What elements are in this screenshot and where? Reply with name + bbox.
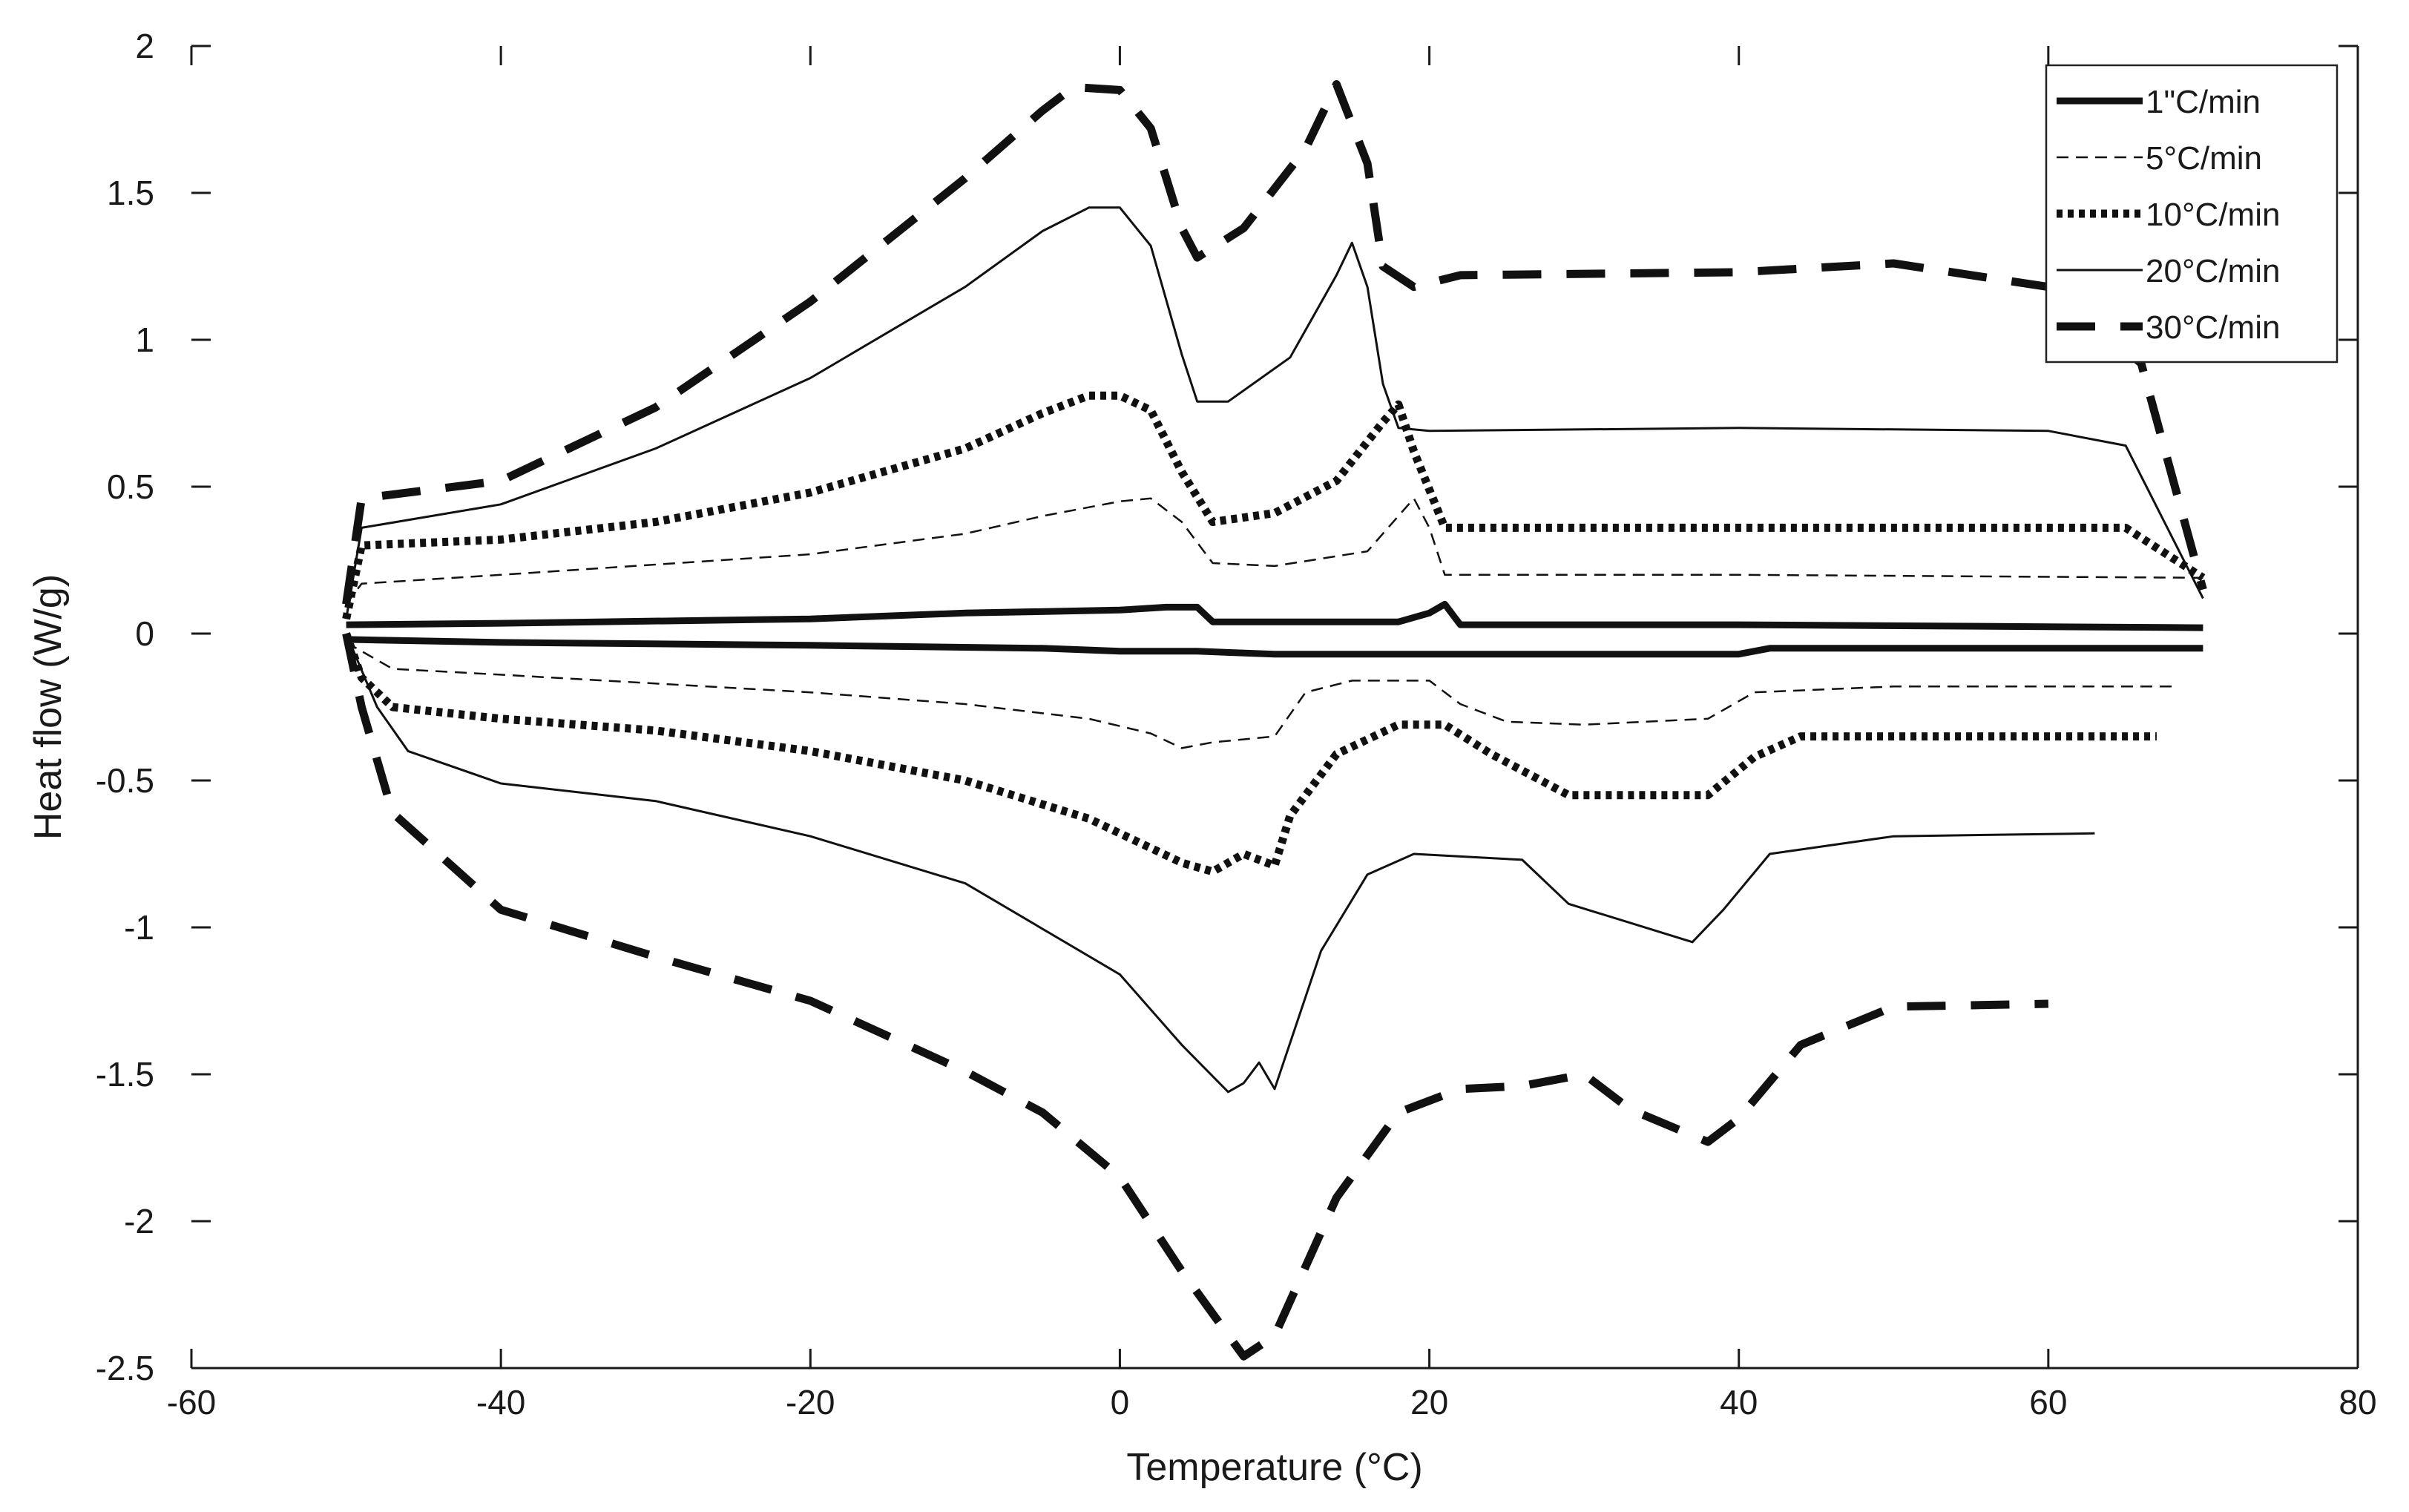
series-line-cooling xyxy=(345,633,2095,1094)
series-line-cooling xyxy=(342,632,2049,1361)
y-tick-label: 1 xyxy=(135,321,154,359)
series-line-heating xyxy=(345,206,2204,619)
series-line-heating xyxy=(342,80,2207,605)
x-axis-label: Temperature (°C) xyxy=(1126,1446,1422,1489)
series-line-heating xyxy=(345,497,2203,605)
x-tick-label: -40 xyxy=(476,1383,525,1421)
y-tick-label: -0.5 xyxy=(96,761,154,800)
legend-label: 20°C/min xyxy=(2146,253,2280,289)
legend: 1"C/min 5°C/min 10°C/min 20°C/min 30°C/min xyxy=(2045,64,2339,364)
series-3 xyxy=(342,391,2206,876)
series-line-cooling xyxy=(346,636,2203,658)
series-line-cooling xyxy=(345,641,2172,749)
series-line-heating xyxy=(342,391,2206,620)
series-2 xyxy=(345,497,2203,749)
series-line-heating xyxy=(346,600,2203,631)
legend-label: 1"C/min xyxy=(2146,84,2261,120)
x-tick-label: 0 xyxy=(1111,1383,1130,1421)
y-tick-label: 2 xyxy=(135,27,154,65)
y-tick-label: -2.5 xyxy=(96,1349,154,1387)
x-tick-label: -20 xyxy=(786,1383,835,1421)
series-1 xyxy=(346,600,2203,658)
y-tick-label: -1.5 xyxy=(96,1055,154,1094)
y-tick-label: -2 xyxy=(124,1202,154,1240)
x-axis-ticks: -60 -40 -20 0 20 40 60 80 xyxy=(167,46,2377,1421)
legend-label: 5°C/min xyxy=(2146,140,2262,177)
x-tick-label: 60 xyxy=(2029,1383,2067,1421)
series-layer xyxy=(342,80,2207,1361)
y-tick-label: 0 xyxy=(135,614,154,653)
legend-label: 10°C/min xyxy=(2146,197,2280,233)
x-tick-label: 40 xyxy=(1720,1383,1758,1421)
x-tick-label: 20 xyxy=(1410,1383,1448,1421)
y-tick-label: -1 xyxy=(124,908,154,947)
series-4 xyxy=(345,206,2204,1094)
y-axis-ticks: -2.5 -2 -1.5 -1 -0.5 0 0.5 1 1.5 2 xyxy=(96,27,2358,1387)
series-line-cooling xyxy=(342,632,2157,876)
plot-area xyxy=(191,46,2359,1370)
y-axis-label: Heat flow (W/g) xyxy=(27,574,70,840)
series-5 xyxy=(342,80,2207,1361)
y-tick-label: 0.5 xyxy=(107,467,154,506)
x-tick-label: 80 xyxy=(2339,1383,2376,1421)
x-tick-label: -60 xyxy=(167,1383,216,1421)
y-tick-label: 1.5 xyxy=(107,174,154,212)
legend-label: 30°C/min xyxy=(2146,309,2280,346)
